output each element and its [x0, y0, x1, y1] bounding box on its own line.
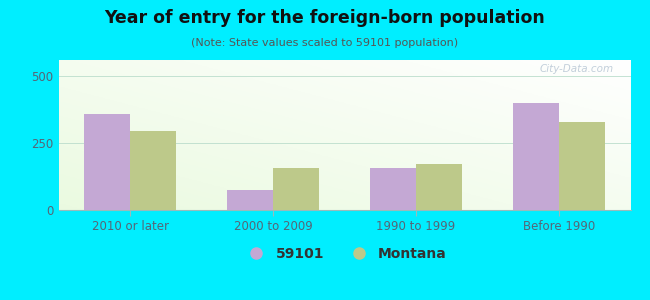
Bar — [559, 122, 604, 210]
Bar — [84, 114, 130, 210]
Bar — [273, 169, 318, 210]
Bar — [130, 131, 176, 210]
Bar — [416, 164, 462, 210]
Text: (Note: State values scaled to 59101 population): (Note: State values scaled to 59101 popu… — [192, 38, 458, 47]
Legend: 59101, Montana: 59101, Montana — [237, 241, 452, 266]
Text: Year of entry for the foreign-born population: Year of entry for the foreign-born popul… — [105, 9, 545, 27]
Bar — [514, 103, 559, 210]
Text: City-Data.com: City-Data.com — [540, 64, 614, 74]
Bar — [227, 190, 273, 210]
Bar — [370, 169, 416, 210]
